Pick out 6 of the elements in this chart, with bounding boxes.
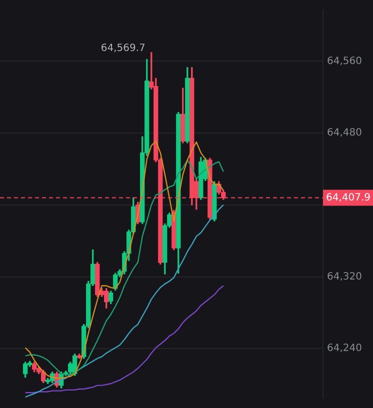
y-tick-label: 64,480 [327,128,362,139]
ref-line-label: 64,407.9 [326,192,371,204]
y-tick-label: 64,240 [327,343,362,354]
annotation: 64,569.7 [100,43,146,54]
y-tick-label: 64,560 [327,56,362,67]
y-tick-label: 64,320 [327,271,362,282]
